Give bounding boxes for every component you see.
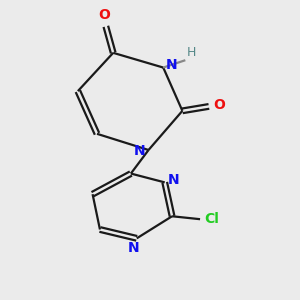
Text: Cl: Cl — [205, 212, 219, 226]
Text: N: N — [168, 173, 179, 187]
Text: N: N — [166, 58, 178, 72]
Text: O: O — [213, 98, 225, 112]
Text: H: H — [187, 46, 196, 59]
Text: N: N — [128, 241, 140, 255]
Text: O: O — [98, 8, 110, 22]
Text: N: N — [134, 145, 145, 158]
